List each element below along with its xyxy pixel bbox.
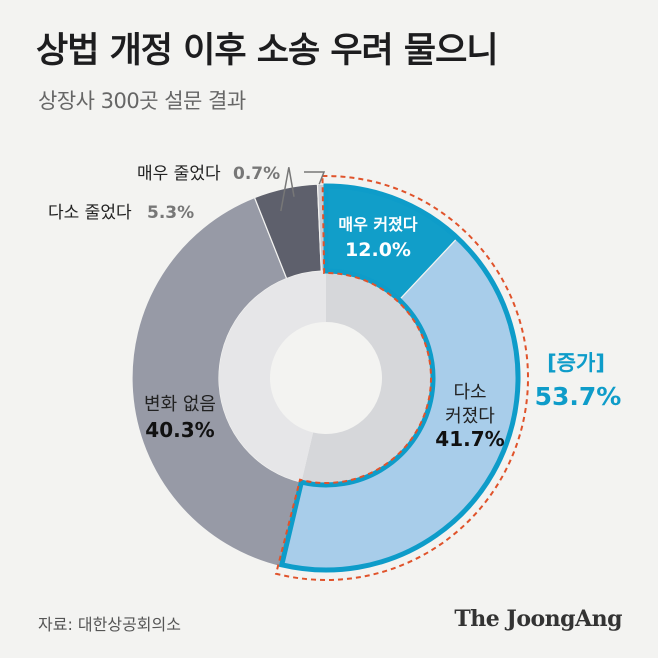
source-note: 자료: 대한상공회의소	[38, 615, 181, 634]
leader-somewhat-decreased	[280, 167, 295, 212]
label-somewhat-decreased: 다소 줄었다	[48, 203, 132, 223]
value-very-increased: 12.0%	[345, 239, 411, 261]
value-very-decreased: 0.7%	[233, 164, 280, 184]
label-very-decreased: 매우 줄었다	[137, 164, 221, 184]
chart-subtitle: 상장사 300곳 설문 결과	[38, 89, 246, 113]
label-no-change: 변화 없음	[144, 394, 216, 415]
value-no-change: 40.3%	[145, 418, 214, 442]
value-somewhat-increased: 41.7%	[435, 427, 504, 451]
brand-logo: The JoongAng	[454, 606, 622, 632]
label-somewhat-increased-line: 커졌다	[445, 406, 495, 427]
group-value-increase: 53.7%	[535, 382, 622, 411]
chart-title: 상법 개정 이후 소송 우려 물으니	[36, 31, 499, 71]
leader-very-decreased	[304, 171, 326, 185]
inner-ring-other	[219, 271, 326, 483]
increase-dashed-outline	[274, 175, 529, 581]
increase-outline	[278, 183, 521, 573]
label-very-increased: 매우 커졌다	[338, 215, 417, 234]
value-somewhat-decreased: 5.3%	[147, 203, 194, 223]
inner-ring-increase	[301, 271, 433, 485]
label-somewhat-increased-line: 다소	[453, 382, 486, 403]
group-label-increase: [증가]	[547, 351, 605, 375]
